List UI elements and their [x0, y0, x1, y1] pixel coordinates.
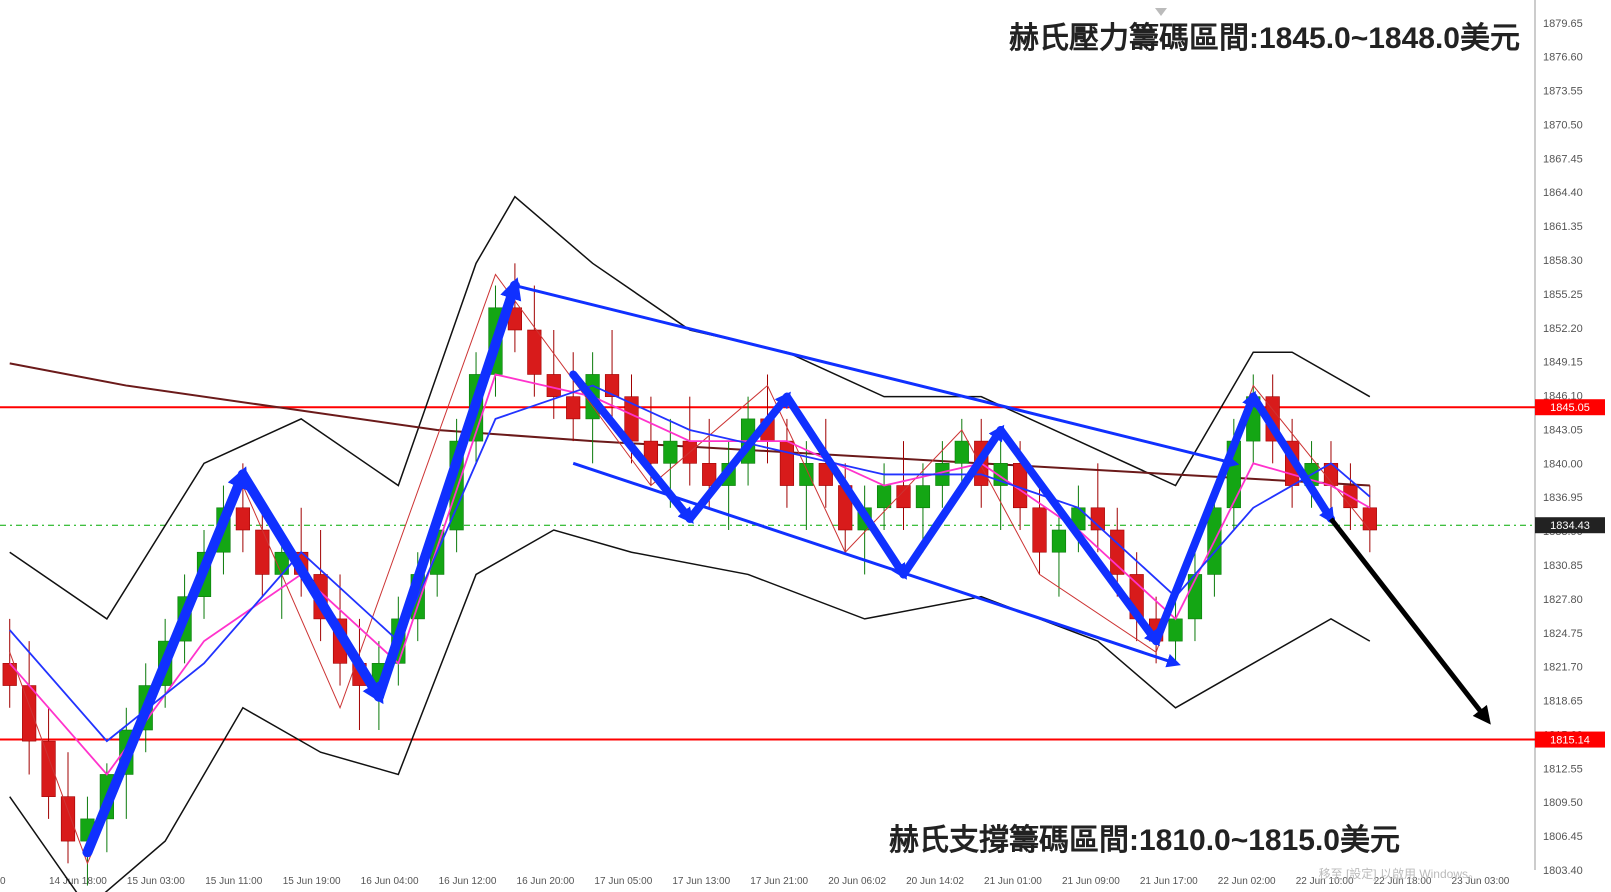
- y-axis-label: 1827.80: [1543, 594, 1583, 606]
- watermark: 移至 [設定] 以啟用 Windows。: [1319, 866, 1480, 881]
- y-axis-label: 1830.85: [1543, 560, 1583, 572]
- x-axis-label: 21 Jun 01:00: [984, 876, 1042, 887]
- chevron-down-icon: [1155, 8, 1167, 16]
- x-axis-label: 21 Jun 09:00: [1062, 876, 1120, 887]
- candle-body: [1033, 508, 1047, 552]
- candle-body: [955, 441, 969, 463]
- x-axis-label: 15 Jun 11:00: [205, 876, 263, 887]
- candle-body: [566, 397, 580, 419]
- x-axis-label: 17 Jun 21:00: [750, 876, 808, 887]
- annotation-text: 赫氏支撐籌碼區間:1810.0~1815.0美元: [889, 823, 1400, 857]
- x-axis-label: 16 Jun 12:00: [439, 876, 497, 887]
- chart-svg[interactable]: 1803.401806.451809.501812.551815.601818.…: [0, 0, 1611, 892]
- y-axis-label: 1806.45: [1543, 831, 1583, 843]
- candle-body: [780, 441, 794, 485]
- y-axis-label: 1870.50: [1543, 119, 1583, 131]
- price-label: 1845.05: [1550, 402, 1590, 414]
- candle-body: [1052, 530, 1066, 552]
- candle-body: [1110, 530, 1124, 574]
- candle-body: [528, 330, 542, 374]
- channel-line: [573, 463, 1175, 663]
- y-axis-label: 1809.50: [1543, 797, 1583, 809]
- y-axis-label: 1873.55: [1543, 86, 1583, 98]
- y-axis-label: 1821.70: [1543, 662, 1583, 674]
- chart-container: 1803.401806.451809.501812.551815.601818.…: [0, 0, 1611, 892]
- candle-body: [547, 374, 561, 396]
- candle-body: [3, 663, 17, 685]
- y-axis-label: 1843.05: [1543, 424, 1583, 436]
- y-axis-label: 1879.65: [1543, 18, 1583, 30]
- price-label: 1815.14: [1550, 735, 1590, 747]
- price-label: 1834.43: [1550, 520, 1590, 532]
- analysis-arrow: [1001, 430, 1156, 641]
- x-axis-label: 21 Jun 17:00: [1140, 876, 1198, 887]
- y-axis-label: 1858.30: [1543, 255, 1583, 267]
- candle-body: [42, 741, 56, 797]
- x-axis-label: 17 Jun 13:00: [672, 876, 730, 887]
- y-axis-label: 1852.20: [1543, 323, 1583, 335]
- candle-body: [236, 508, 250, 530]
- candle-body: [664, 441, 678, 463]
- candle-body: [1363, 508, 1377, 530]
- x-axis-label: 16 Jun 04:00: [361, 876, 419, 887]
- candle-body: [1169, 619, 1183, 641]
- candle-body: [61, 797, 75, 841]
- x-axis-label: 15 Jun 03:00: [127, 876, 185, 887]
- x-axis-label: 20 Jun 06:02: [828, 876, 886, 887]
- y-axis-label: 1818.65: [1543, 696, 1583, 708]
- y-axis-label: 1836.95: [1543, 492, 1583, 504]
- x-axis-label: 00: [0, 876, 6, 887]
- annotation-text: 赫氏壓力籌碼區間:1845.0~1848.0美元: [1009, 21, 1520, 55]
- x-axis-label: 20 Jun 14:02: [906, 876, 964, 887]
- analysis-arrow: [87, 474, 242, 852]
- y-axis-label: 1849.15: [1543, 357, 1583, 369]
- candle-body: [605, 374, 619, 396]
- candle-body: [800, 463, 814, 485]
- analysis-arrow: [690, 397, 787, 519]
- y-axis-label: 1855.25: [1543, 289, 1583, 301]
- x-axis-label: 14 Jun 18:00: [49, 876, 107, 887]
- x-axis-label: 16 Jun 20:00: [517, 876, 575, 887]
- x-axis-label: 15 Jun 19:00: [283, 876, 341, 887]
- y-axis-label: 1824.75: [1543, 628, 1583, 640]
- candle-body: [256, 530, 270, 574]
- candle-body: [22, 686, 36, 742]
- y-axis-label: 1861.35: [1543, 221, 1583, 233]
- y-axis-label: 1812.55: [1543, 763, 1583, 775]
- y-axis-label: 1840.00: [1543, 458, 1583, 470]
- y-axis-label: 1867.45: [1543, 153, 1583, 165]
- analysis-arrow: [243, 474, 379, 696]
- y-axis-label: 1864.40: [1543, 187, 1583, 199]
- candle-body: [916, 486, 930, 508]
- x-axis-label: 22 Jun 02:00: [1218, 876, 1276, 887]
- candle-body: [877, 486, 891, 508]
- y-axis-label: 1803.40: [1543, 865, 1583, 877]
- zigzag: [10, 274, 1370, 863]
- analysis-arrow: [1156, 397, 1253, 641]
- y-axis-label: 1876.60: [1543, 52, 1583, 64]
- x-axis-label: 17 Jun 05:00: [594, 876, 652, 887]
- projection-arrow: [1331, 519, 1486, 719]
